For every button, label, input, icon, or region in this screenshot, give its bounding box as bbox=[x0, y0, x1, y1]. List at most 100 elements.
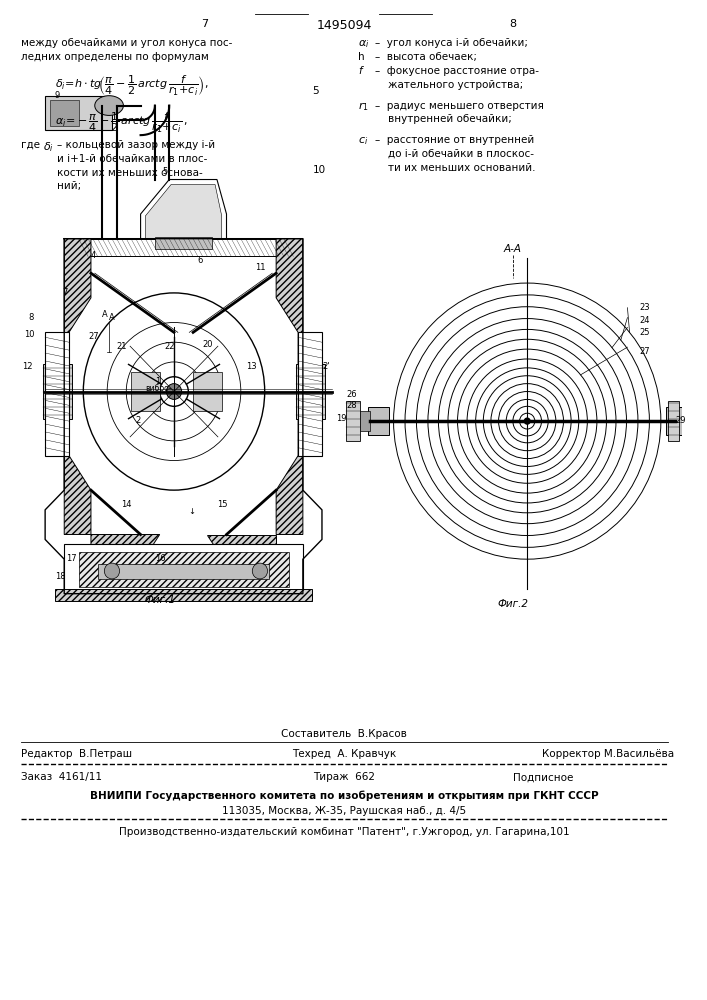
Text: – кольцевой зазор между i-й: – кольцевой зазор между i-й bbox=[57, 140, 215, 150]
Text: 28: 28 bbox=[347, 401, 358, 410]
Text: –  расстояние от внутренней: – расстояние от внутренней bbox=[375, 135, 534, 145]
Text: –  фокусное расстояние отра-: – фокусное расстояние отра- bbox=[375, 66, 539, 76]
Bar bbox=[78, 239, 288, 256]
Text: 8: 8 bbox=[509, 19, 516, 29]
Text: f: f bbox=[358, 66, 362, 76]
Polygon shape bbox=[146, 184, 222, 239]
Bar bbox=[50, 100, 78, 126]
Bar bbox=[667, 401, 679, 441]
Text: где: где bbox=[21, 140, 40, 150]
Text: 21: 21 bbox=[117, 342, 127, 351]
Text: кости их меньших основа-: кости их меньших основа- bbox=[57, 168, 202, 178]
Text: 7: 7 bbox=[201, 19, 208, 29]
Text: Подписное: Подписное bbox=[513, 772, 573, 782]
Text: 2: 2 bbox=[136, 416, 141, 425]
Text: А-А: А-А bbox=[504, 244, 522, 254]
Text: 13: 13 bbox=[245, 362, 256, 371]
Text: A: A bbox=[103, 310, 108, 319]
Text: 24: 24 bbox=[639, 316, 650, 325]
Bar bbox=[131, 372, 160, 411]
Circle shape bbox=[160, 377, 188, 406]
Text: 5: 5 bbox=[312, 86, 319, 96]
Text: Корректор М.Васильёва: Корректор М.Васильёва bbox=[542, 749, 674, 759]
Bar bbox=[43, 364, 72, 419]
Circle shape bbox=[525, 418, 530, 424]
Text: 11: 11 bbox=[255, 263, 266, 272]
Bar bbox=[64, 544, 303, 594]
Text: $\delta_i$: $\delta_i$ bbox=[43, 140, 54, 154]
Text: Заказ  4161/11: Заказ 4161/11 bbox=[21, 772, 103, 782]
Text: 18: 18 bbox=[54, 572, 65, 581]
Bar bbox=[54, 589, 312, 601]
Text: Редактор  В.Петраш: Редактор В.Петраш bbox=[21, 749, 132, 759]
Text: 8: 8 bbox=[28, 313, 33, 322]
Text: внутренней обечайки;: внутренней обечайки; bbox=[375, 114, 513, 124]
Text: ↓: ↓ bbox=[188, 507, 195, 516]
Text: 20: 20 bbox=[203, 340, 213, 349]
Text: 1: 1 bbox=[155, 377, 160, 386]
Bar bbox=[665, 407, 686, 435]
Text: 10: 10 bbox=[312, 165, 325, 175]
Text: 4: 4 bbox=[91, 251, 96, 260]
Text: –  радиус меньшего отверстия: – радиус меньшего отверстия bbox=[375, 101, 544, 111]
Bar bbox=[354, 411, 370, 431]
Text: Фиг.2: Фиг.2 bbox=[498, 599, 528, 609]
Text: 26: 26 bbox=[347, 390, 358, 399]
Text: между обечайками и угол конуса пос-: между обечайками и угол конуса пос- bbox=[21, 38, 233, 48]
Text: –  угол конуса i-й обечайки;: – угол конуса i-й обечайки; bbox=[375, 38, 528, 48]
Bar bbox=[98, 564, 269, 579]
Text: вибро-: вибро- bbox=[146, 384, 172, 393]
Polygon shape bbox=[91, 535, 160, 579]
Text: ледних определены по формулам: ледних определены по формулам bbox=[21, 52, 209, 62]
Text: 12: 12 bbox=[22, 362, 33, 371]
Polygon shape bbox=[45, 332, 69, 456]
Bar bbox=[45, 96, 112, 130]
Polygon shape bbox=[298, 332, 322, 456]
Text: 27: 27 bbox=[639, 347, 650, 356]
Text: Производственно-издательский комбинат "Патент", г.Ужгород, ул. Гагарина,101: Производственно-издательский комбинат "П… bbox=[119, 827, 569, 837]
Circle shape bbox=[105, 563, 119, 579]
Text: 9: 9 bbox=[54, 91, 60, 100]
Text: ний;: ний; bbox=[57, 181, 81, 191]
Ellipse shape bbox=[83, 293, 264, 490]
Text: 5: 5 bbox=[163, 167, 168, 176]
Text: 22: 22 bbox=[165, 342, 175, 351]
Text: до i-й обечайки в плоскос-: до i-й обечайки в плоскос- bbox=[375, 149, 534, 159]
Text: Техред  А. Кравчук: Техред А. Кравчук bbox=[292, 749, 396, 759]
Text: 7: 7 bbox=[62, 288, 68, 297]
Text: 14: 14 bbox=[122, 500, 132, 509]
Text: h: h bbox=[358, 52, 365, 62]
Bar bbox=[346, 401, 360, 441]
Text: 1495094: 1495094 bbox=[316, 19, 372, 32]
Bar bbox=[78, 552, 288, 587]
Text: $\alpha_i$: $\alpha_i$ bbox=[358, 38, 370, 50]
Text: Тираж  662: Тираж 662 bbox=[313, 772, 375, 782]
Circle shape bbox=[166, 384, 182, 399]
Text: 29: 29 bbox=[675, 416, 686, 425]
Text: $c_i$: $c_i$ bbox=[358, 135, 368, 147]
Text: 15: 15 bbox=[217, 500, 228, 509]
Text: ти их меньших оснований.: ти их меньших оснований. bbox=[375, 163, 536, 173]
Text: 19: 19 bbox=[337, 414, 347, 423]
Text: 2': 2' bbox=[322, 362, 329, 371]
Text: жательного устройства;: жательного устройства; bbox=[375, 80, 524, 90]
Polygon shape bbox=[276, 239, 303, 535]
Polygon shape bbox=[141, 180, 226, 239]
Text: ВНИИПИ Государственного комитета по изобретениям и открытиям при ГКНТ СССР: ВНИИПИ Государственного комитета по изоб… bbox=[90, 791, 598, 801]
Text: 23: 23 bbox=[639, 303, 650, 312]
Circle shape bbox=[252, 563, 267, 579]
Bar bbox=[368, 407, 389, 435]
Ellipse shape bbox=[95, 96, 124, 115]
Text: А: А bbox=[109, 313, 115, 322]
Bar bbox=[296, 364, 325, 419]
Text: 17: 17 bbox=[66, 554, 77, 563]
Polygon shape bbox=[64, 239, 91, 535]
Bar bbox=[193, 372, 222, 411]
Text: и i+1-й обечайками в плос-: и i+1-й обечайками в плос- bbox=[57, 154, 207, 164]
Text: Фиг.1: Фиг.1 bbox=[144, 595, 175, 605]
Text: 113035, Москва, Ж-35, Раушская наб., д. 4/5: 113035, Москва, Ж-35, Раушская наб., д. … bbox=[222, 806, 466, 816]
Bar bbox=[155, 237, 212, 249]
Text: 16: 16 bbox=[155, 554, 165, 563]
Text: $\delta_i\!=\!h\cdot tg\!\left(\dfrac{\pi}{4} - \dfrac{1}{2}\,arctg\,\dfrac{f}{r: $\delta_i\!=\!h\cdot tg\!\left(\dfrac{\p… bbox=[54, 74, 208, 98]
Text: 27: 27 bbox=[88, 332, 99, 341]
